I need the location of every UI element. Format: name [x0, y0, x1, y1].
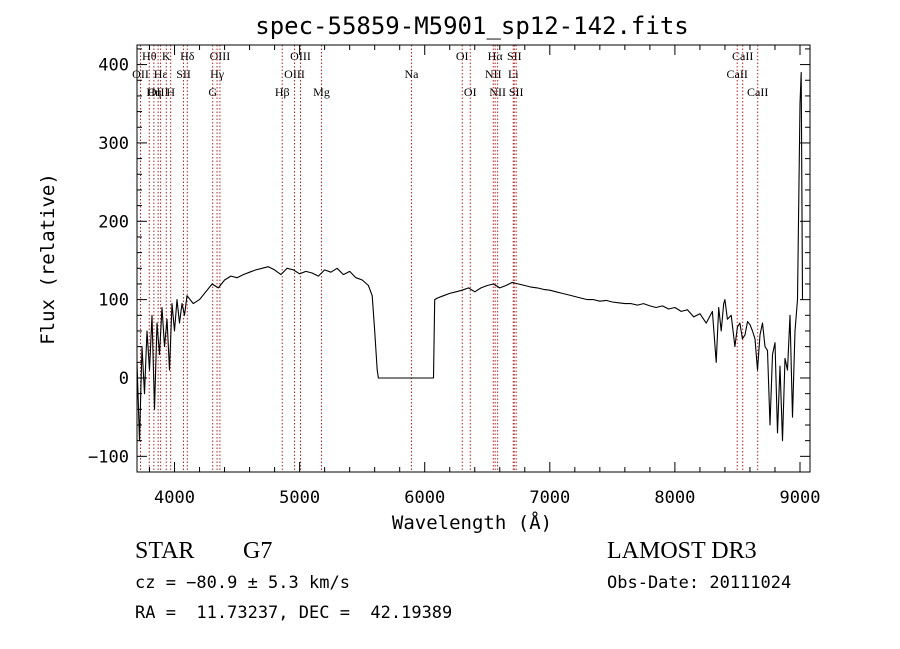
x-tick-label: 7000 — [529, 488, 570, 508]
x-tick-label: 8000 — [654, 488, 695, 508]
line-label: Hθ — [142, 49, 157, 63]
sky-coordinates: RA = 11.73237, DEC = 42.19389 — [135, 603, 453, 623]
object-class: STAR — [135, 538, 195, 564]
y-tick-label: 200 — [98, 212, 129, 232]
x-axis-label: Wavelength (Å) — [392, 511, 552, 534]
line-label: Li — [508, 67, 519, 81]
y-tick-label: −100 — [88, 447, 129, 467]
plot-frame — [136, 44, 811, 473]
redshift-velocity: cz = −80.9 ± 5.3 km/s — [135, 573, 350, 593]
spectrum-series-0 — [136, 71, 804, 442]
observation-date: Obs-Date: 20111024 — [607, 573, 792, 593]
x-tick-label: 4000 — [154, 488, 195, 508]
y-tick-label: 0 — [119, 369, 129, 389]
x-tick-label: 6000 — [404, 488, 445, 508]
y-tick-label: 300 — [98, 134, 129, 154]
line-label: SII — [176, 67, 191, 81]
line-label: Hη — [146, 85, 161, 99]
line-label: Hβ — [275, 85, 290, 99]
line-label: SII — [507, 49, 522, 63]
line-label: OI — [464, 85, 477, 99]
line-label: OIII — [210, 49, 231, 63]
line-label: CaII — [727, 67, 748, 81]
line-label: Hδ — [180, 49, 195, 63]
object-subclass: G7 — [243, 538, 273, 564]
spectrum-chart: spec-55859-M5901_sp12-142.fits Hθ OII Hε OI… — [37, 12, 820, 534]
line-label: Na — [404, 67, 419, 81]
chart-title: spec-55859-M5901_sp12-142.fits — [255, 12, 688, 40]
line-label: NII — [489, 85, 506, 99]
line-label: K — [162, 49, 171, 63]
y-tick-label: 100 — [98, 291, 129, 311]
line-label: OIII — [290, 49, 311, 63]
line-label: H — [166, 85, 175, 99]
line-label: OII — [132, 67, 149, 81]
line-label: Mg — [313, 85, 330, 99]
line-label: OI — [456, 49, 469, 63]
axis-layer: 4000 5000 6000 7000 8000 9000 −100 0 100 200 300 40… — [88, 45, 820, 508]
line-label: CaII — [747, 85, 768, 99]
survey-name: LAMOST DR3 — [607, 538, 757, 564]
line-label: Hε — [154, 67, 168, 81]
line-label: SII — [509, 85, 524, 99]
y-tick-label: 400 — [98, 56, 129, 76]
series-layer — [136, 71, 804, 442]
line-label: CaII — [732, 49, 753, 63]
y-axis-label: Flux (relative) — [37, 173, 59, 345]
line-label: Hγ — [210, 67, 225, 81]
line-label: Hα — [488, 49, 504, 63]
x-tick-label: 9000 — [780, 488, 821, 508]
line-label: OIII — [148, 85, 169, 99]
line-label: G — [208, 85, 217, 99]
line-label: OIII — [284, 67, 305, 81]
line-label: NII — [485, 67, 502, 81]
x-tick-label: 5000 — [279, 488, 320, 508]
